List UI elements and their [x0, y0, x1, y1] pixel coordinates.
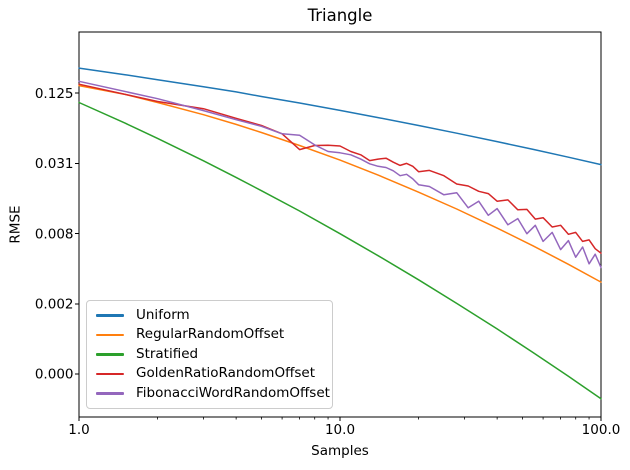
- legend-line-swatch: [96, 314, 124, 317]
- series-line-FibonacciWordRandomOffset: [78, 80, 602, 269]
- series-line-RegularRandomOffset: [78, 84, 602, 283]
- series-line-Stratified: [78, 101, 602, 400]
- legend-label: FibonacciWordRandomOffset: [136, 384, 330, 401]
- x-tick-label: 100.0: [582, 422, 621, 438]
- legend-line-swatch: [96, 353, 124, 356]
- legend-line-swatch: [96, 333, 124, 337]
- series-lines: [78, 67, 602, 400]
- y-axis-label: RMSE: [7, 205, 24, 244]
- legend-line-swatch: [96, 372, 124, 376]
- legend-item-uniform: Uniform: [96, 306, 324, 325]
- legend-label: Stratified: [136, 345, 199, 362]
- x-axis-label: Samples: [311, 443, 369, 459]
- legend-item-fibonacci-word-random-offset: FibonacciWordRandomOffset: [96, 384, 330, 403]
- legend-item-golden-ratio-random-offset: GoldenRatioRandomOffset: [96, 364, 324, 383]
- legend-label: Uniform: [136, 306, 190, 323]
- chart-title: Triangle: [307, 6, 373, 25]
- legend-label: RegularRandomOffset: [136, 326, 285, 343]
- x-tick-label: 1.0: [68, 422, 89, 438]
- y-tick-label: 0.125: [35, 86, 74, 102]
- y-tick-label: 0.002: [35, 297, 74, 313]
- y-tick-label: 0.008: [35, 226, 74, 242]
- legend-item-stratified: Stratified: [96, 345, 324, 364]
- series-line-GoldenRatioRandomOffset: [78, 83, 602, 254]
- x-tick-label: 10.0: [325, 422, 355, 438]
- legend: Uniform RegularRandomOffset Stratified G…: [86, 300, 333, 409]
- axis-ticks: [75, 92, 602, 421]
- y-tick-label: 0.000: [35, 367, 74, 383]
- legend-item-regular-random-offset: RegularRandomOffset: [96, 326, 324, 345]
- series-line-Uniform: [78, 67, 602, 166]
- y-tick-label: 0.031: [35, 156, 74, 172]
- legend-label: GoldenRatioRandomOffset: [136, 365, 316, 382]
- x-tick-labels: 1.0 10.0 100.0: [68, 422, 620, 438]
- legend-line-swatch: [96, 392, 124, 395]
- y-tick-labels: 0.125 0.031 0.008 0.002 0.000: [35, 86, 74, 383]
